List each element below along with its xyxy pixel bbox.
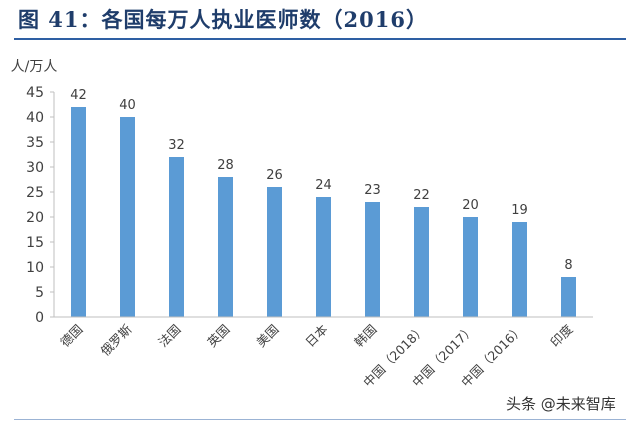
x-tick-label: 日本 <box>302 321 331 350</box>
y-tick-label: 35 <box>26 135 44 151</box>
x-tick-label: 韩国 <box>351 322 379 350</box>
data-label: 23 <box>364 183 381 198</box>
data-label: 28 <box>217 158 234 173</box>
y-tick-label: 20 <box>26 210 44 226</box>
bars: 42 40 32 28 26 24 23 22 20 19 8 <box>70 88 576 317</box>
data-label: 20 <box>462 198 479 213</box>
title-divider <box>14 38 626 40</box>
data-label: 19 <box>511 203 528 218</box>
y-tick-label: 40 <box>26 110 44 126</box>
data-label: 22 <box>413 188 430 203</box>
x-tick-label: 英国 <box>204 322 232 350</box>
bar <box>169 157 184 317</box>
x-tick-label: 俄罗斯 <box>97 322 134 359</box>
bar <box>365 202 380 317</box>
chart-title: 图 41：各国每万人执业医师数（2016） <box>18 7 428 32</box>
bar <box>267 187 282 317</box>
bar <box>71 107 86 317</box>
y-axis-label: 人/万人 <box>11 59 58 75</box>
bar <box>218 177 233 317</box>
data-label: 42 <box>70 88 87 103</box>
bar <box>463 217 478 317</box>
x-tick-label: 法国 <box>155 322 183 350</box>
bar <box>512 222 527 317</box>
y-tick-label: 45 <box>26 85 44 101</box>
x-axis: 德国 俄罗斯 法国 英国 美国 日本 韩国中国（2018）中国（2017）中国（2016）印… <box>54 316 593 390</box>
x-tick-label: 印度 <box>547 321 576 350</box>
y-tick-label: 10 <box>26 260 44 276</box>
y-tick-label: 5 <box>35 285 44 301</box>
watermark-text: 头条 @未来智库 <box>506 395 616 413</box>
x-tick-label: 德国 <box>57 322 85 350</box>
data-label: 24 <box>315 178 332 193</box>
bar <box>414 207 429 317</box>
bar <box>120 117 135 317</box>
data-label: 26 <box>266 168 283 183</box>
y-axis: 0 5 10 15 20 25 30 35 40 45 <box>26 85 55 326</box>
title-bar: 图 41：各国每万人执业医师数（2016） <box>0 0 640 42</box>
y-tick-label: 0 <box>35 310 44 326</box>
bottom-divider <box>14 419 626 420</box>
y-tick-label: 15 <box>26 235 44 251</box>
data-label: 32 <box>168 138 185 153</box>
data-label: 8 <box>564 258 572 273</box>
bar <box>316 197 331 317</box>
y-tick-label: 30 <box>26 160 44 176</box>
bar <box>561 277 576 317</box>
y-tick-label: 25 <box>26 185 44 201</box>
x-tick-label: 美国 <box>253 322 281 350</box>
data-label: 40 <box>119 98 136 113</box>
